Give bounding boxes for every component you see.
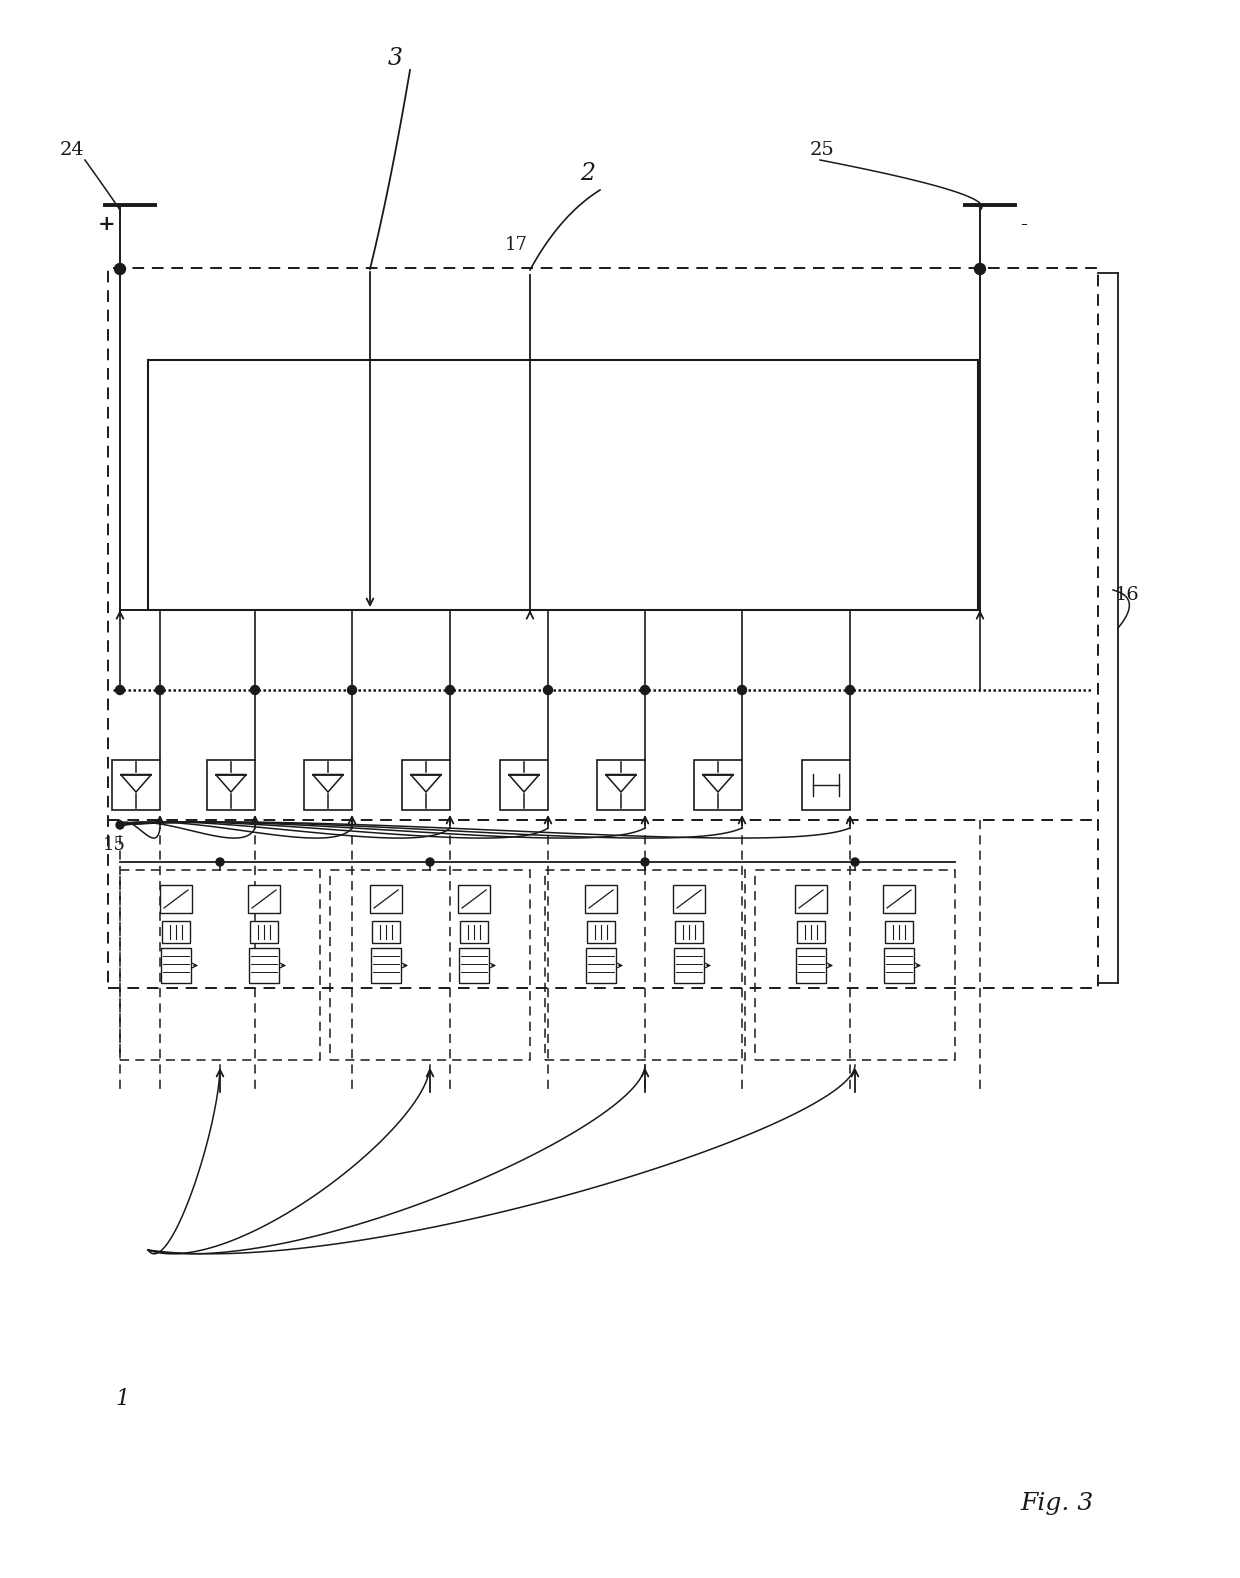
Bar: [459, 948, 489, 983]
Bar: [402, 761, 450, 810]
Bar: [885, 922, 913, 944]
Bar: [795, 885, 827, 914]
Bar: [694, 761, 742, 810]
Bar: [458, 885, 490, 914]
Bar: [207, 761, 255, 810]
Bar: [500, 761, 548, 810]
Bar: [884, 948, 914, 983]
Bar: [120, 869, 320, 1060]
Text: -: -: [1021, 215, 1027, 234]
Text: Fig. 3: Fig. 3: [1021, 1493, 1094, 1515]
Bar: [675, 922, 703, 944]
Circle shape: [427, 858, 434, 866]
Bar: [587, 948, 616, 983]
Text: 2: 2: [580, 163, 595, 185]
Bar: [162, 922, 190, 944]
Text: +: +: [98, 215, 115, 234]
Circle shape: [738, 685, 746, 694]
Bar: [371, 948, 401, 983]
Circle shape: [851, 858, 859, 866]
Bar: [802, 761, 849, 810]
Text: 1: 1: [115, 1389, 129, 1411]
Circle shape: [641, 858, 649, 866]
Bar: [883, 885, 915, 914]
Bar: [797, 922, 825, 944]
Circle shape: [117, 821, 124, 828]
Bar: [161, 948, 191, 983]
Bar: [108, 268, 1097, 988]
Text: 3: 3: [388, 47, 403, 69]
Circle shape: [155, 685, 165, 694]
Circle shape: [543, 685, 553, 694]
Bar: [304, 761, 352, 810]
Bar: [755, 869, 955, 1060]
Circle shape: [846, 685, 854, 694]
Circle shape: [115, 685, 124, 694]
Circle shape: [975, 264, 986, 275]
Bar: [675, 948, 704, 983]
Bar: [587, 922, 615, 944]
Text: 24: 24: [60, 140, 84, 159]
Text: 16: 16: [1115, 585, 1140, 604]
Bar: [370, 885, 402, 914]
Bar: [112, 761, 160, 810]
Bar: [460, 922, 489, 944]
Bar: [596, 761, 645, 810]
Bar: [148, 360, 978, 611]
Bar: [160, 885, 192, 914]
Circle shape: [445, 685, 455, 694]
Circle shape: [114, 264, 125, 275]
Text: 15: 15: [103, 836, 126, 854]
Circle shape: [216, 858, 224, 866]
Text: 25: 25: [810, 140, 835, 159]
Bar: [546, 869, 745, 1060]
Text: 17: 17: [505, 237, 528, 254]
Circle shape: [250, 685, 259, 694]
Bar: [248, 885, 280, 914]
Bar: [673, 885, 706, 914]
Bar: [249, 948, 279, 983]
Bar: [250, 922, 278, 944]
Bar: [330, 869, 529, 1060]
Bar: [585, 885, 618, 914]
Bar: [796, 948, 826, 983]
Circle shape: [347, 685, 357, 694]
Bar: [372, 922, 401, 944]
Circle shape: [641, 685, 650, 694]
